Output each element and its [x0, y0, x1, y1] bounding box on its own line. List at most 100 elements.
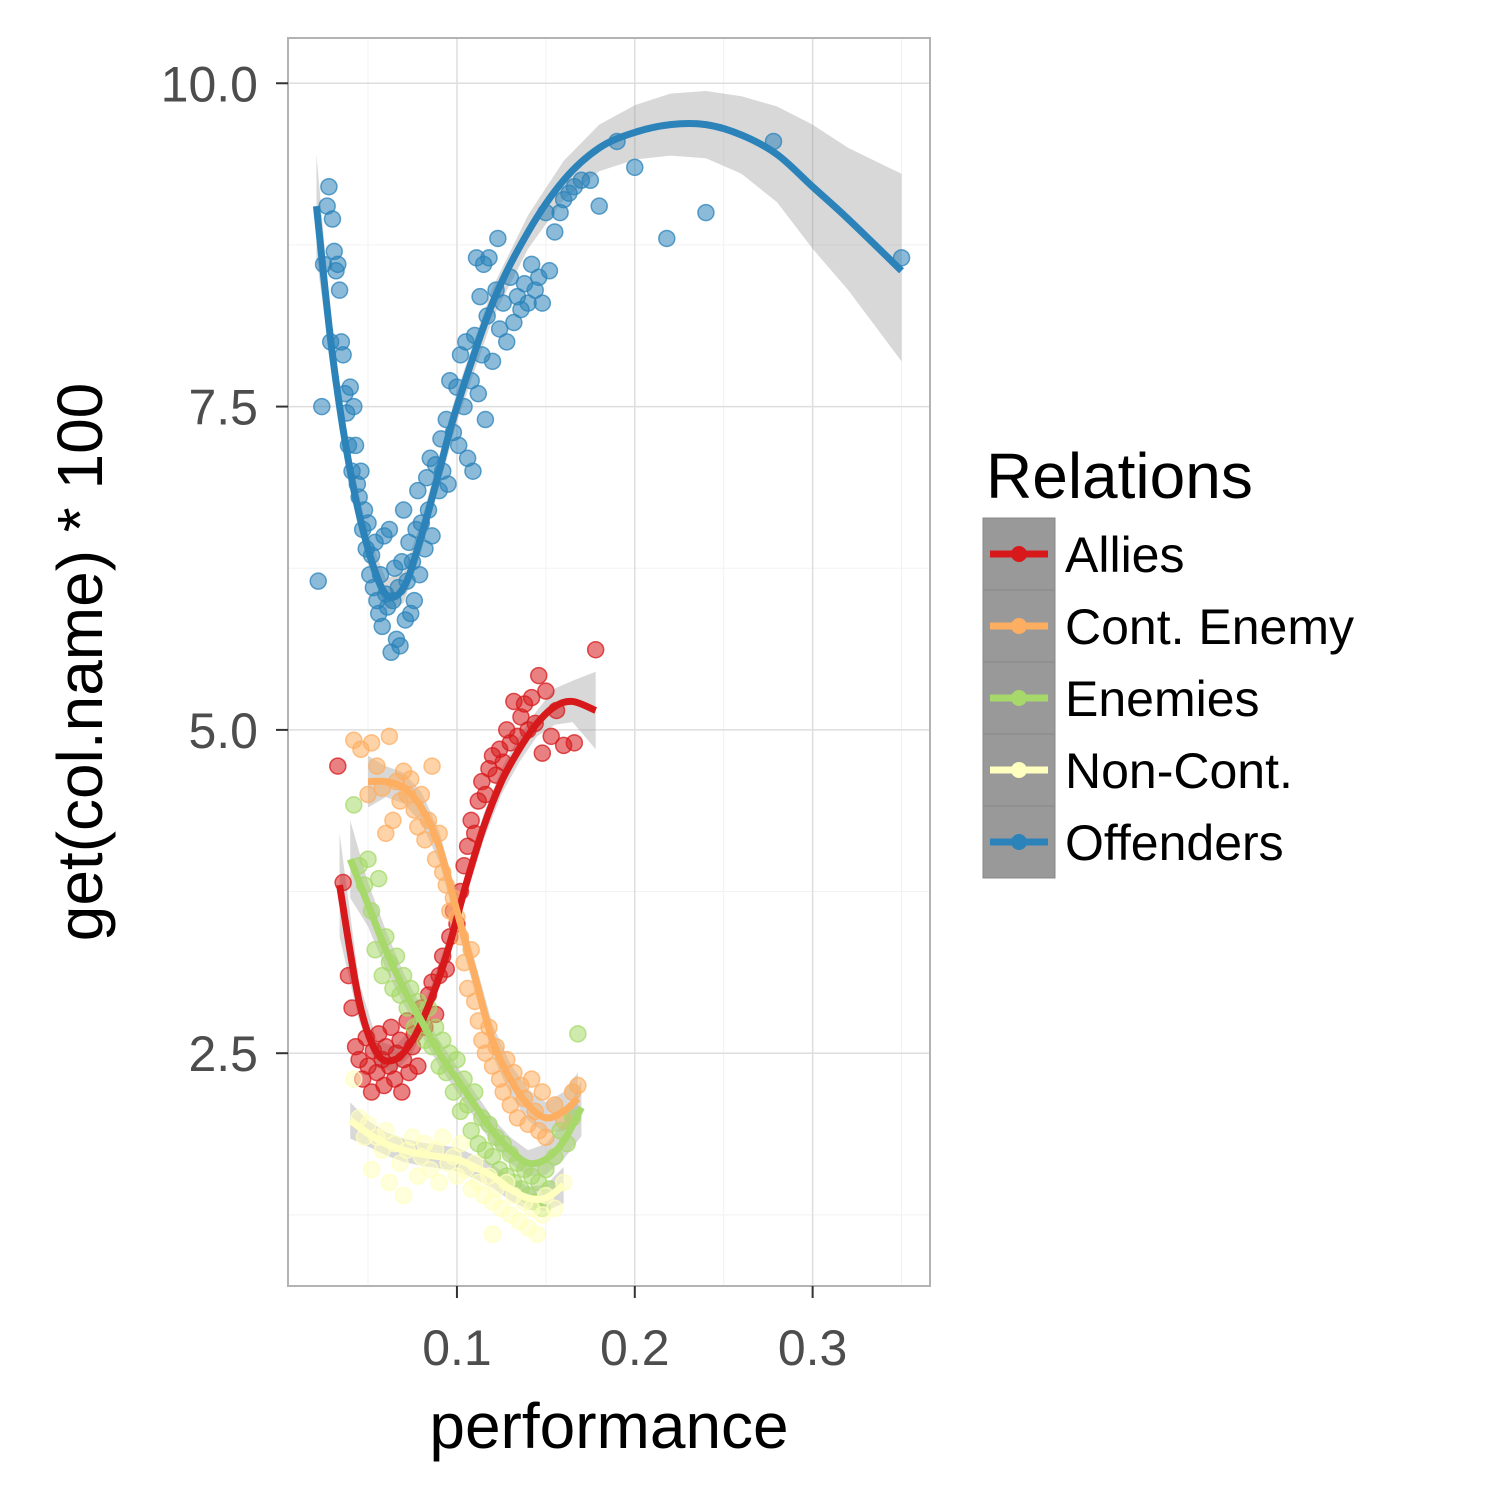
point-non-cont-	[377, 1122, 395, 1140]
point-offenders	[334, 346, 352, 364]
point-non-cont-	[394, 1186, 413, 1205]
point-cont-enemy	[384, 811, 402, 830]
point-offenders	[533, 294, 552, 312]
point-offenders	[391, 637, 409, 655]
point-non-cont-	[483, 1225, 502, 1244]
point-non-cont-	[528, 1225, 546, 1244]
y-axis-title: get(col.name) * 100	[44, 383, 116, 942]
point-cont-enemy	[359, 785, 377, 804]
point-offenders	[546, 223, 564, 241]
point-non-cont-	[430, 1173, 448, 1192]
legend-label-offenders: Offenders	[1065, 815, 1284, 871]
point-allies	[409, 1057, 427, 1075]
point-cont-enemy	[416, 831, 434, 849]
x-tick-label: 0.3	[778, 1320, 848, 1376]
point-offenders	[323, 210, 342, 228]
point-non-cont-	[433, 1128, 452, 1147]
point-offenders	[590, 197, 608, 215]
point-allies	[537, 682, 555, 700]
point-allies	[542, 727, 560, 746]
y-tick-label: 5.0	[188, 703, 258, 759]
legend: Relations Allies Cont. Enemy Enemies Non-Co…	[982, 440, 1354, 879]
point-offenders	[540, 262, 559, 280]
point-offenders	[449, 436, 468, 455]
point-offenders	[892, 249, 911, 267]
trend-line-offenders	[312, 120, 904, 601]
point-offenders	[471, 287, 489, 306]
point-cont-enemy	[368, 757, 386, 775]
point-offenders	[330, 281, 349, 299]
point-allies	[382, 1018, 400, 1037]
point-offenders	[341, 378, 359, 396]
point-allies	[530, 666, 548, 685]
point-offenders	[469, 384, 488, 403]
point-allies	[533, 744, 552, 762]
legend-label-allies: Allies	[1065, 527, 1184, 583]
point-enemies	[359, 850, 377, 868]
panel-border	[287, 37, 931, 1287]
legend-label-non-cont-: Non-Cont.	[1065, 743, 1293, 799]
point-allies	[329, 757, 347, 775]
point-cont-enemy	[569, 1076, 587, 1095]
legend-title: Relations	[986, 440, 1253, 512]
legend-key-point-offenders	[1011, 834, 1027, 850]
point-enemies	[444, 1083, 463, 1101]
point-enemies	[345, 796, 363, 814]
grid-minor	[288, 38, 930, 1286]
trend-lines	[312, 120, 904, 1203]
point-offenders	[380, 520, 399, 539]
point-allies	[565, 734, 584, 752]
point-allies	[586, 640, 605, 659]
point-offenders	[405, 591, 424, 610]
point-cont-enemy	[423, 757, 441, 775]
point-non-cont-	[451, 1134, 470, 1153]
point-enemies	[448, 1050, 466, 1069]
point-cont-enemy	[537, 1128, 555, 1147]
point-offenders	[373, 617, 392, 636]
point-non-cont-	[421, 1160, 440, 1179]
point-non-cont-	[345, 1070, 363, 1088]
legend-label-cont-enemy: Cont. Enemy	[1065, 599, 1354, 655]
y-tick-label: 2.5	[188, 1026, 258, 1082]
point-non-cont-	[546, 1199, 564, 1218]
legend-items: Allies Cont. Enemy Enemies Non-Cont. Offende…	[982, 517, 1354, 879]
point-cont-enemy	[522, 1070, 541, 1088]
y-tick-label: 7.5	[188, 380, 258, 436]
point-offenders	[464, 462, 482, 480]
point-offenders	[394, 501, 413, 519]
x-axis-ticks: 0.1 0.2 0.3	[422, 1286, 847, 1376]
point-cont-enemy	[533, 1083, 552, 1101]
trend-line-non-cont-	[348, 1117, 566, 1203]
point-offenders	[309, 572, 327, 590]
x-axis-title: performance	[429, 1390, 788, 1462]
point-offenders	[329, 255, 347, 274]
point-offenders	[480, 249, 498, 267]
point-offenders	[320, 177, 338, 196]
point-non-cont-	[380, 1173, 399, 1192]
point-allies	[393, 1083, 411, 1101]
point-offenders	[409, 481, 427, 500]
x-tick-label: 0.1	[422, 1320, 492, 1376]
trend-line-allies	[336, 697, 598, 1065]
trend-line-cont-enemy	[367, 777, 581, 1122]
point-offenders	[439, 475, 457, 493]
y-axis-ticks: 2.5 5.0 7.5 10.0	[161, 56, 288, 1082]
point-offenders	[658, 229, 676, 248]
point-offenders	[697, 203, 715, 222]
point-enemies	[569, 1025, 587, 1043]
legend-key-point-enemies	[1011, 690, 1027, 706]
point-offenders	[489, 229, 507, 248]
x-tick-label: 0.2	[600, 1320, 670, 1376]
legend-key-point-cont-enemy	[1011, 618, 1027, 634]
legend-key-point-allies	[1011, 546, 1027, 562]
point-offenders	[483, 352, 502, 371]
point-cont-enemy	[401, 770, 420, 788]
point-cont-enemy	[380, 727, 399, 746]
point-cont-enemy	[362, 734, 381, 752]
point-non-cont-	[362, 1160, 381, 1179]
y-tick-label: 10.0	[161, 56, 258, 112]
point-offenders	[476, 410, 495, 429]
point-allies	[522, 688, 541, 707]
point-offenders	[626, 158, 644, 177]
